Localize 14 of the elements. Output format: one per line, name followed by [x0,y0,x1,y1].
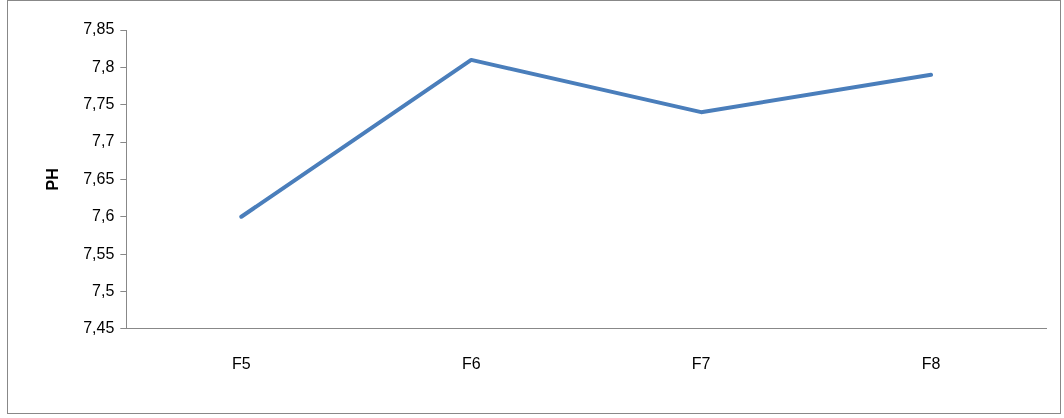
y-tick-label: 7,55 [83,244,115,262]
x-tick-label: F5 [231,354,251,372]
y-axis-title: PH [44,168,62,191]
x-tick-label: F7 [691,354,711,372]
y-tick-label: 7,8 [92,57,115,75]
x-tick-label: F6 [461,354,481,372]
x-tick-label: F8 [921,354,941,372]
y-tick-label: 7,7 [92,132,115,150]
y-tick-label: 7,75 [83,95,115,113]
y-tick-label: 7,65 [83,169,115,187]
y-tick-label: 7,85 [83,20,115,38]
y-tick-label: 7,45 [83,319,115,337]
y-tick-label: 7,5 [92,281,115,299]
y-tick-label: 7,6 [92,207,115,225]
